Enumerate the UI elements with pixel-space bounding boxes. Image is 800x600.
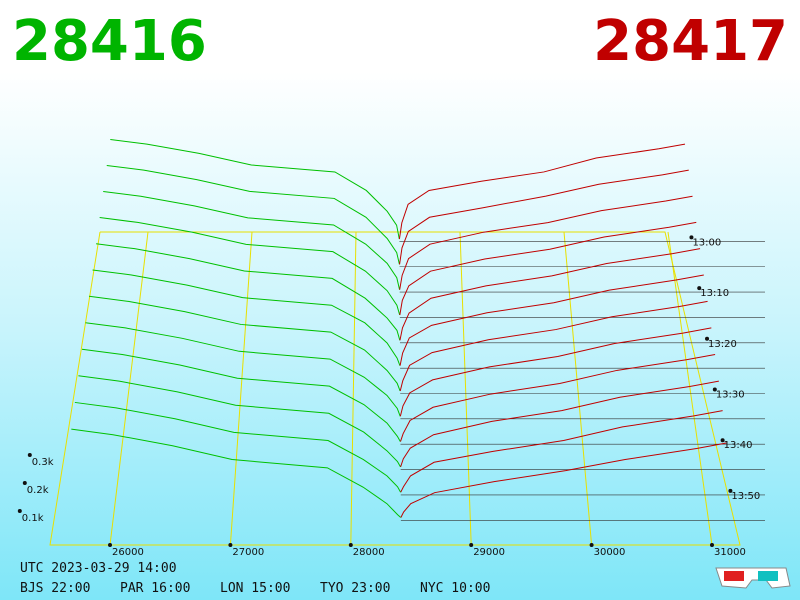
- city-time: LON 15:00: [220, 581, 290, 596]
- x-tick-label: 27000: [232, 547, 264, 558]
- floor-outline: [49, 231, 741, 546]
- time-label: 13:40: [724, 440, 753, 451]
- grid-line: [109, 231, 149, 546]
- ask-depth-line: [400, 442, 727, 518]
- cyan-lens: [758, 571, 778, 581]
- labels: 26000 27000 28000 29000 30000 31000 13:00 13:10…: [17, 235, 760, 558]
- bid-depth-line: [110, 139, 400, 240]
- red-lens: [724, 571, 744, 581]
- time-dot: [712, 387, 717, 392]
- ask-depth-line: [400, 353, 716, 442]
- city-time: BJS 22:00: [20, 581, 90, 596]
- ask-depth-line: [399, 248, 701, 341]
- tick-dot: [348, 543, 353, 547]
- ask-depth-line: [400, 380, 719, 468]
- ask-depth-line: [399, 221, 697, 316]
- bid-depth-line: [81, 348, 401, 442]
- ask-depth-line: [399, 169, 689, 265]
- time-dot: [705, 336, 710, 341]
- time-label: 13:20: [708, 339, 737, 350]
- grid-line: [350, 231, 357, 546]
- depth-lines: [71, 139, 727, 518]
- city-time: PAR 16:00: [120, 581, 190, 596]
- z-tick-label: 0.2k: [27, 485, 49, 496]
- z-tick-dot: [17, 509, 22, 513]
- time-label: 13:00: [692, 237, 721, 248]
- utc-time: UTC 2023-03-29 14:00: [20, 561, 177, 576]
- bid-depth-line: [88, 295, 401, 392]
- x-tick-label: 26000: [112, 547, 144, 558]
- grid-line: [459, 231, 472, 546]
- bid-depth-line: [106, 164, 400, 265]
- ask-depth-line: [399, 274, 704, 366]
- bid-depth-line: [78, 375, 401, 468]
- bid-depth-line: [74, 401, 402, 493]
- x-tick-label: 28000: [353, 547, 385, 558]
- grid-line: [563, 231, 593, 546]
- bid-depth-line: [85, 322, 401, 417]
- bid-depth-line: [92, 269, 401, 366]
- ask-price: 28417: [593, 9, 788, 74]
- city-time: NYC 10:00: [420, 581, 490, 596]
- time-label: 13:10: [700, 288, 729, 299]
- glasses-icon: [715, 567, 791, 589]
- grid-line: [667, 231, 713, 546]
- time-label: 13:30: [716, 390, 745, 401]
- x-tick-label: 30000: [594, 547, 626, 558]
- ask-depth-line: [399, 195, 693, 290]
- bid-price: 28416: [12, 9, 207, 74]
- ask-depth-line: [398, 143, 686, 240]
- tick-dot: [469, 543, 474, 547]
- tick-dot: [589, 543, 594, 547]
- bid-depth-line: [99, 217, 401, 316]
- tick-dot: [710, 543, 714, 547]
- ask-depth-line: [399, 327, 712, 417]
- x-tick-label: 31000: [714, 547, 746, 558]
- tick-dot: [108, 543, 112, 547]
- z-tick-dot: [27, 453, 32, 457]
- time-dot: [720, 438, 725, 443]
- x-tick-label: 29000: [473, 547, 505, 558]
- z-tick-dot: [22, 481, 27, 485]
- bid-depth-line: [103, 190, 401, 290]
- floor: [49, 231, 765, 546]
- time-dot: [689, 235, 694, 240]
- time-dot: [697, 286, 702, 291]
- city-time: TYO 23:00: [320, 581, 390, 596]
- z-tick-label: 0.1k: [22, 513, 44, 524]
- time-label: 13:50: [731, 491, 760, 502]
- tick-dot: [228, 543, 233, 547]
- time-dot: [728, 488, 733, 493]
- ask-depth-line: [400, 410, 723, 493]
- z-tick-label: 0.3k: [32, 457, 54, 468]
- bid-depth-line: [96, 243, 401, 341]
- grid-line: [229, 231, 253, 546]
- bid-depth-line: [71, 428, 402, 518]
- ask-depth-line: [399, 300, 708, 392]
